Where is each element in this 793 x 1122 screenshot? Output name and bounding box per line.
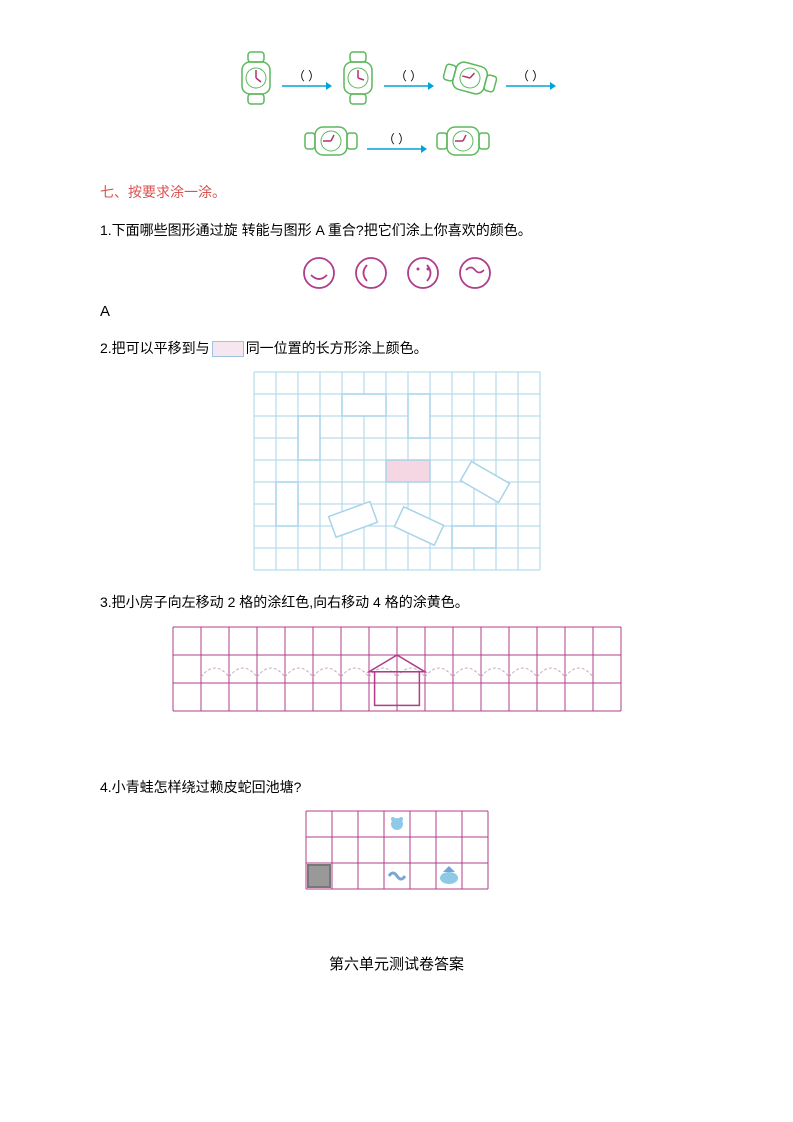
arrow-segment-2: （ ） — [384, 67, 434, 92]
label-a: A — [100, 303, 733, 320]
q4-grid-figure — [60, 810, 733, 893]
question-1-text: 1.下面哪些图形通过旋 转能与图形 A 重合?把它们涂上你喜欢的颜色。 — [100, 218, 733, 243]
watch-horizontal-3 — [431, 119, 495, 166]
face-1 — [301, 255, 337, 291]
q2-text-after: 同一位置的长方形涂上颜色。 — [246, 340, 428, 356]
arrow-segment-4: （ ） — [367, 130, 427, 155]
inline-rect-icon — [212, 341, 244, 357]
watch-horizontal-2 — [299, 119, 363, 166]
watch-horizontal-1 — [438, 56, 502, 103]
arrow-segment-3: （ ） — [506, 67, 556, 92]
arrow-segment-1: （ ） — [282, 67, 332, 92]
face-3 — [405, 255, 441, 291]
watch-upright-1 — [234, 50, 278, 109]
question-2-text: 2.把可以平移到与 同一位置的长方形涂上颜色。 — [100, 336, 733, 361]
question-4-text: 4.小青蛙怎样绕过赖皮蛇回池塘? — [100, 775, 733, 800]
answer-sheet-title: 第六单元测试卷答案 — [60, 953, 733, 974]
face-4 — [457, 255, 493, 291]
watch-sequence-row-1: （ ） （ ） （ ） — [60, 50, 733, 109]
faces-row — [60, 255, 733, 291]
question-3-text: 3.把小房子向左移动 2 格的涂红色,向右移动 4 格的涂黄色。 — [100, 590, 733, 615]
watch-sequence-row-2: （ ） — [60, 119, 733, 166]
face-2 — [353, 255, 389, 291]
q2-grid-figure — [60, 371, 733, 574]
q3-grid-figure — [60, 626, 733, 715]
watch-upright-2 — [336, 50, 380, 109]
q2-text-before: 2.把可以平移到与 — [100, 340, 210, 356]
section-7-heading: 七、按要求涂一涂。 — [100, 182, 733, 202]
